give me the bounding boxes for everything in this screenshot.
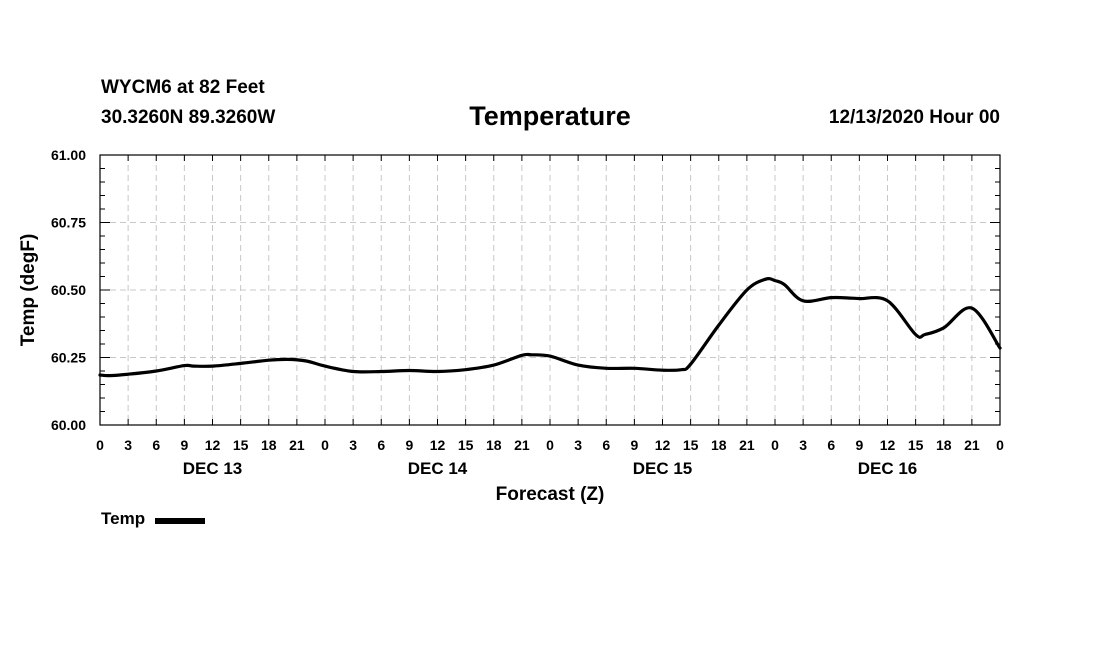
y-tick-label: 60.50 <box>51 282 86 298</box>
day-label: DEC 15 <box>633 459 693 478</box>
x-tick-label: 9 <box>630 437 638 453</box>
x-tick-label: 21 <box>964 437 980 453</box>
x-tick-label: 6 <box>377 437 385 453</box>
x-tick-label: 0 <box>771 437 779 453</box>
x-tick-label: 21 <box>514 437 530 453</box>
x-tick-label: 12 <box>430 437 446 453</box>
day-label: DEC 16 <box>858 459 918 478</box>
grid-lines <box>100 155 1000 425</box>
legend-label-temp: Temp <box>101 509 146 528</box>
x-tick-label: 6 <box>602 437 610 453</box>
y-axis-label: Temp (degF) <box>18 234 39 347</box>
x-tick-label: 3 <box>349 437 357 453</box>
x-tick-label: 3 <box>799 437 807 453</box>
x-tick-label: 15 <box>458 437 474 453</box>
chart-legend: Temp <box>101 509 206 529</box>
x-tick-label: 18 <box>486 437 502 453</box>
x-tick-label: 12 <box>655 437 671 453</box>
day-label: DEC 13 <box>183 459 243 478</box>
forecast-run-time: 12/13/2020 Hour 00 <box>828 107 1000 128</box>
axis-ticks <box>99 154 1001 426</box>
x-tick-label: 18 <box>936 437 952 453</box>
y-tick-label: 60.25 <box>51 350 86 366</box>
legend-swatch-temp <box>155 517 206 524</box>
x-tick-label: 12 <box>880 437 896 453</box>
x-tick-labels: 0 3 6 9 12 15 18 21 0 3 6 9 12 15 18 21 0 3 6 9 12 15 18 21 0 3 6 9… <box>96 437 1004 453</box>
y-tick-labels: 60.00 60.25 60.50 60.75 61.00 <box>51 147 86 433</box>
x-tick-label: 6 <box>827 437 835 453</box>
day-labels: DEC 13 DEC 14 DEC 15 DEC 16 <box>183 459 918 478</box>
y-tick-label: 60.75 <box>51 215 86 231</box>
x-tick-label: 18 <box>711 437 727 453</box>
x-tick-label: 3 <box>124 437 132 453</box>
x-tick-label: 6 <box>152 437 160 453</box>
station-name: WYCM6 at 82 Feet <box>101 77 265 98</box>
x-tick-label: 0 <box>546 437 554 453</box>
x-tick-label: 15 <box>908 437 924 453</box>
x-tick-label: 0 <box>996 437 1004 453</box>
x-tick-label: 9 <box>405 437 413 453</box>
x-tick-label: 0 <box>321 437 329 453</box>
y-tick-label: 60.00 <box>51 417 86 433</box>
station-coordinates: 30.3260N 89.3260W <box>101 107 276 128</box>
y-tick-label: 61.00 <box>51 147 86 163</box>
x-tick-label: 18 <box>261 437 277 453</box>
x-tick-label: 9 <box>180 437 188 453</box>
x-tick-label: 0 <box>96 437 104 453</box>
x-tick-label: 12 <box>205 437 221 453</box>
day-label: DEC 14 <box>408 459 468 478</box>
temp-series-line <box>98 277 1002 378</box>
x-tick-label: 21 <box>739 437 755 453</box>
x-tick-label: 15 <box>683 437 699 453</box>
x-tick-label: 21 <box>289 437 305 453</box>
x-tick-label: 3 <box>574 437 582 453</box>
x-tick-label: 15 <box>233 437 249 453</box>
chart-title: Temperature <box>469 101 631 131</box>
x-axis-label: Forecast (Z) <box>496 484 605 505</box>
x-tick-label: 9 <box>855 437 863 453</box>
